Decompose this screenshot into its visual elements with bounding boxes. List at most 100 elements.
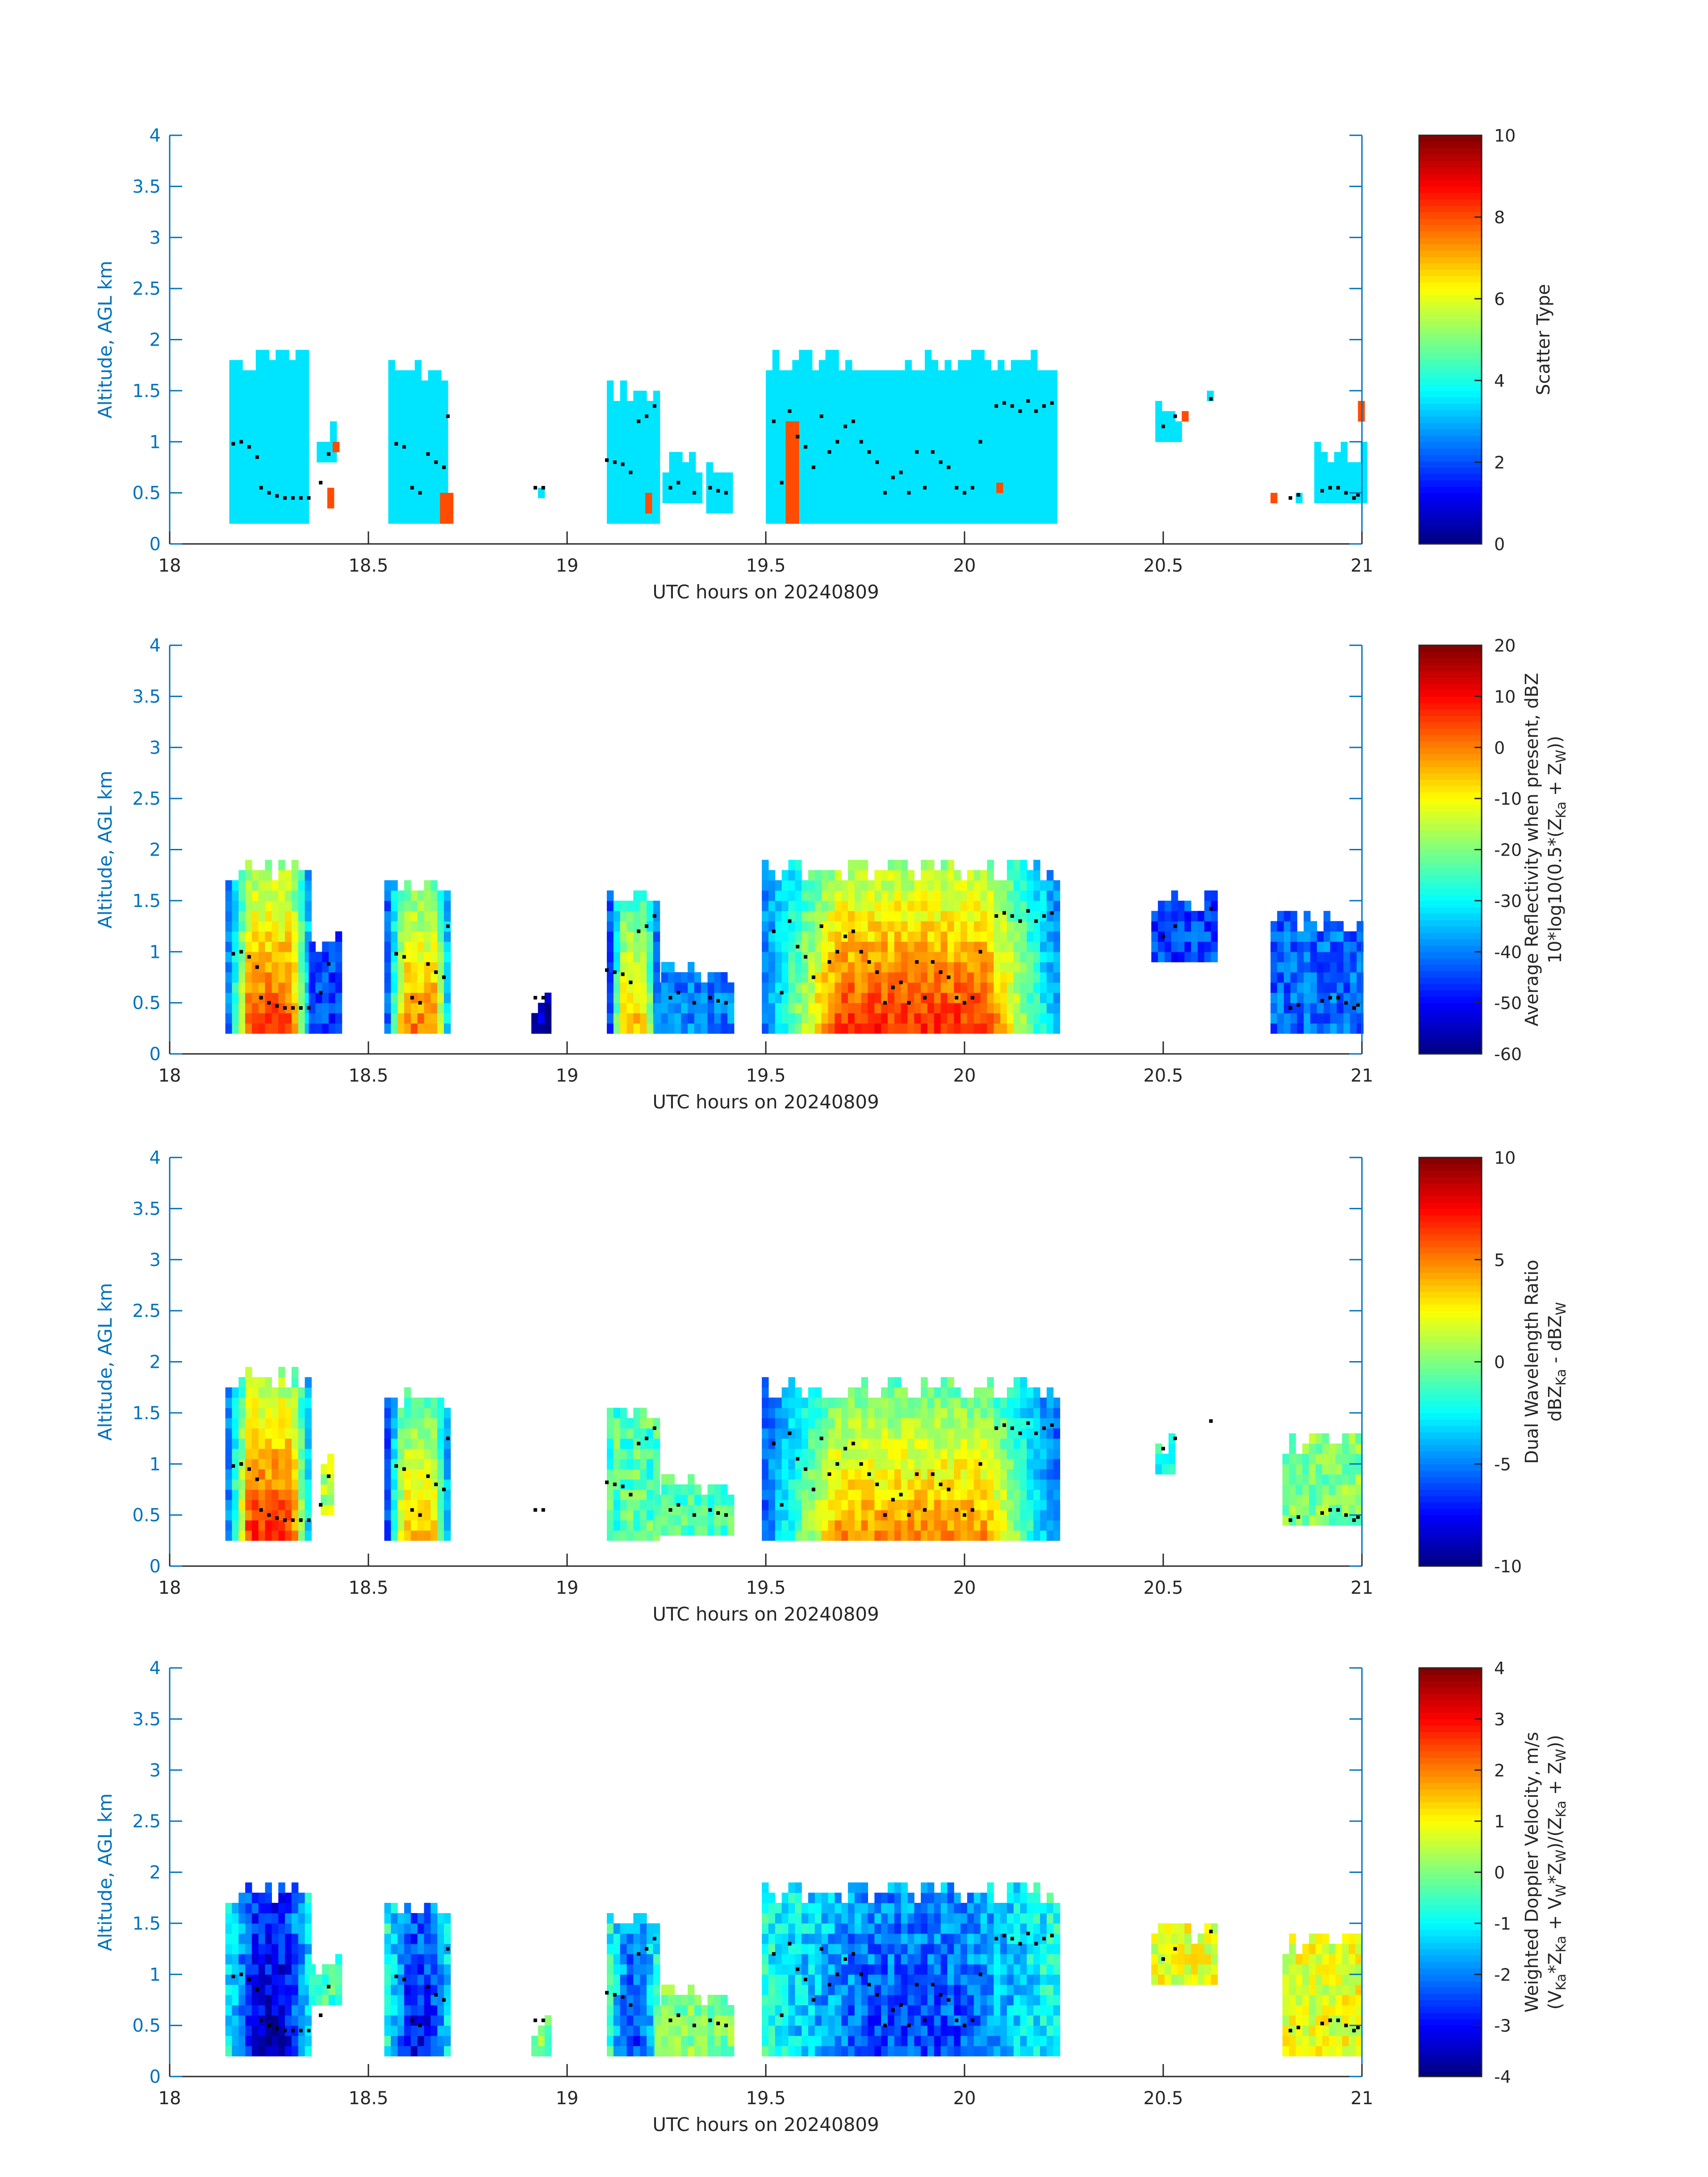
- heatmap-cell: [1046, 890, 1054, 901]
- heatmap-cell: [1006, 1510, 1014, 1521]
- heatmap-cell: [901, 1387, 908, 1398]
- heatmap-cell: [647, 1500, 654, 1510]
- heatmap-cell: [1327, 472, 1335, 483]
- heatmap-cell: [808, 1387, 815, 1398]
- heatmap-cell: [1020, 900, 1027, 911]
- heatmap-cell: [960, 1003, 968, 1014]
- heatmap-cell: [848, 1479, 855, 1490]
- heatmap-cell: [845, 360, 852, 371]
- heatmap-cell: [251, 982, 259, 993]
- heatmap-cell: [1324, 941, 1331, 952]
- heatmap-cell: [278, 1397, 285, 1408]
- heatmap-cell: [388, 360, 395, 371]
- heatmap-cell: [1000, 1428, 1007, 1439]
- heatmap-cell: [994, 1479, 1001, 1490]
- heatmap-cell: [305, 1489, 312, 1500]
- heatmap-cell: [1290, 931, 1298, 942]
- heatmap-cell: [934, 1438, 941, 1449]
- cloud-base-dot: [231, 952, 235, 956]
- heatmap-cell: [1011, 411, 1018, 422]
- heatmap-cell: [825, 370, 832, 381]
- heatmap-cell: [1013, 880, 1021, 891]
- heatmap-cell: [384, 1397, 391, 1408]
- heatmap-cell: [607, 1500, 614, 1510]
- heatmap-cell: [674, 1013, 681, 1024]
- heatmap-cell: [894, 1397, 902, 1408]
- heatmap-cell: [814, 931, 822, 942]
- heatmap-cell: [1277, 931, 1284, 942]
- heatmap-cell: [271, 880, 279, 891]
- colorbar-swatch: [1419, 1323, 1482, 1330]
- colorbar-swatch: [1419, 1311, 1482, 1318]
- heatmap-cell: [430, 931, 438, 942]
- heatmap-cell: [305, 1438, 312, 1449]
- heatmap-cell: [894, 1408, 902, 1418]
- heatmap-cell: [960, 1418, 968, 1429]
- heatmap-cell: [236, 390, 243, 401]
- heatmap-cell: [814, 870, 822, 881]
- heatmap-cell: [408, 390, 415, 401]
- heatmap-cell: [258, 1469, 266, 1480]
- heatmap-cell: [410, 1013, 418, 1024]
- heatmap-cell: [613, 1428, 621, 1439]
- heatmap-cell: [265, 1458, 272, 1470]
- heatmap-cell: [1336, 941, 1344, 952]
- heatmap-cell: [841, 1479, 848, 1490]
- heatmap-cell: [397, 900, 405, 911]
- colorbar-swatch: [1419, 276, 1482, 283]
- heatmap-cell: [395, 482, 402, 493]
- heatmap-cell: [861, 880, 868, 891]
- heatmap-cell: [417, 1500, 425, 1510]
- heatmap-cell: [309, 1003, 316, 1014]
- heatmap-cell: [994, 1489, 1001, 1500]
- heatmap-cell: [931, 472, 939, 483]
- heatmap-cell: [1309, 1433, 1316, 1444]
- heatmap-cell: [914, 890, 921, 901]
- heatmap-cell: [302, 421, 309, 432]
- heatmap-cell: [1000, 1510, 1007, 1521]
- heatmap-cell: [960, 1479, 968, 1490]
- heatmap-cell: [1211, 911, 1218, 922]
- heatmap-cell: [808, 1500, 815, 1510]
- heatmap-cell: [258, 2025, 266, 2036]
- heatmap-cell: [424, 1408, 431, 1418]
- heatmap-cell: [934, 982, 941, 993]
- heatmap-cell: [1277, 911, 1284, 922]
- heatmap-cell: [802, 1448, 809, 1459]
- heatmap-cell: [1330, 921, 1337, 932]
- heatmap-cell: [291, 1964, 299, 1975]
- heatmap-cell: [891, 482, 899, 493]
- heatmap-cell: [1004, 431, 1011, 442]
- heatmap-cell: [701, 1525, 708, 1536]
- heatmap-cell: [828, 921, 835, 932]
- heatmap-cell: [707, 1013, 714, 1024]
- heatmap-cell: [907, 1510, 915, 1521]
- heatmap-cell: [647, 411, 654, 422]
- heatmap-cell: [633, 952, 640, 962]
- heatmap-cell: [788, 1387, 795, 1398]
- heatmap-cell: [424, 1438, 431, 1449]
- heatmap-cell: [302, 411, 309, 422]
- heatmap-cell: [701, 1023, 708, 1034]
- heatmap-cell: [1020, 860, 1027, 870]
- heatmap-cell: [1302, 1443, 1309, 1454]
- heatmap-cell: [785, 390, 793, 401]
- heatmap-cell: [980, 1489, 987, 1500]
- heatmap-cell: [973, 1387, 981, 1398]
- heatmap-cell: [681, 1484, 688, 1495]
- heatmap-cell: [404, 941, 411, 952]
- heatmap-cell: [819, 513, 826, 524]
- heatmap-cell: [1006, 1469, 1014, 1480]
- colorbar-swatch: [1419, 779, 1482, 786]
- heatmap-cell: [633, 1489, 640, 1500]
- heatmap-cell: [305, 1903, 312, 1914]
- heatmap-cell: [258, 1397, 266, 1408]
- heatmap-cell: [1033, 1458, 1040, 1470]
- cloud-base-dot: [307, 1006, 311, 1010]
- heatmap-cell: [1330, 982, 1337, 993]
- heatmap-cell: [232, 1418, 239, 1429]
- heatmap-cell: [242, 482, 250, 493]
- heatmap-cell: [258, 1893, 266, 1903]
- heatmap-cell: [236, 421, 243, 432]
- heatmap-cell: [265, 1974, 272, 1985]
